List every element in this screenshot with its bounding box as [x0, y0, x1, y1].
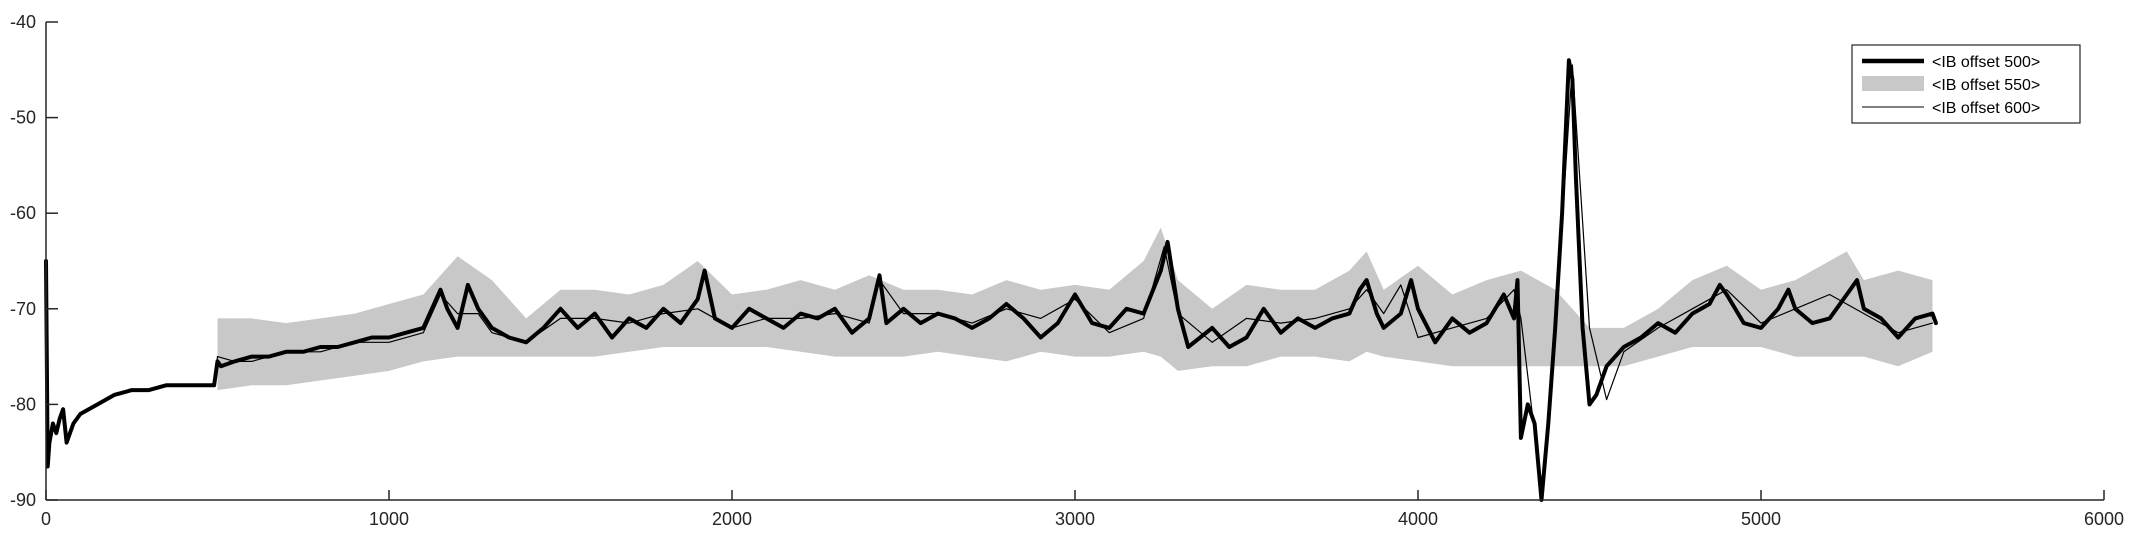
y-tick-label: -80 — [10, 394, 36, 414]
legend-label-offset-550: <IB offset 550> — [1932, 77, 2040, 94]
x-tick-label: 1000 — [369, 509, 409, 529]
x-tick-label: 3000 — [1055, 509, 1095, 529]
legend-entry-offset-500: <IB offset 500> — [1862, 54, 2040, 71]
x-axis-ticks: 0 1000 2000 3000 4000 5000 6000 — [41, 490, 2124, 529]
series-lines — [44, 58, 1938, 502]
y-tick-label: -40 — [10, 12, 36, 32]
x-tick-label: 0 — [41, 509, 51, 529]
axes: 0 1000 2000 3000 4000 5000 6000 -90 -80 -70 -60 -5… — [10, 12, 2124, 529]
series-ib-offset-550 — [217, 227, 1933, 391]
x-tick-label: 2000 — [712, 509, 752, 529]
y-tick-label: -60 — [10, 203, 36, 223]
legend-entry-offset-600: <IB offset 600> — [1862, 100, 2040, 117]
y-tick-label: -70 — [10, 299, 36, 319]
y-axis-ticks: -90 -80 -70 -60 -50 -40 — [10, 12, 58, 510]
legend: <IB offset 500> <IB offset 550> <IB offs… — [1851, 44, 2081, 124]
legend-entry-offset-550: <IB offset 550> — [1862, 76, 2040, 94]
legend-swatch-offset-550 — [1862, 76, 1924, 91]
plot-area — [44, 58, 1938, 502]
series-ib-offset-500 — [44, 58, 1938, 502]
legend-label-offset-500: <IB offset 500> — [1932, 54, 2040, 71]
y-tick-label: -50 — [10, 108, 36, 128]
legend-label-offset-600: <IB offset 600> — [1932, 100, 2040, 117]
series-ib-offset-550-band — [217, 227, 1933, 391]
x-tick-label: 5000 — [1741, 509, 1781, 529]
x-tick-label: 4000 — [1398, 509, 1438, 529]
y-tick-label: -90 — [10, 490, 36, 510]
series-ib-offset-600 — [45, 64, 1934, 496]
x-tick-label: 6000 — [2084, 509, 2124, 529]
